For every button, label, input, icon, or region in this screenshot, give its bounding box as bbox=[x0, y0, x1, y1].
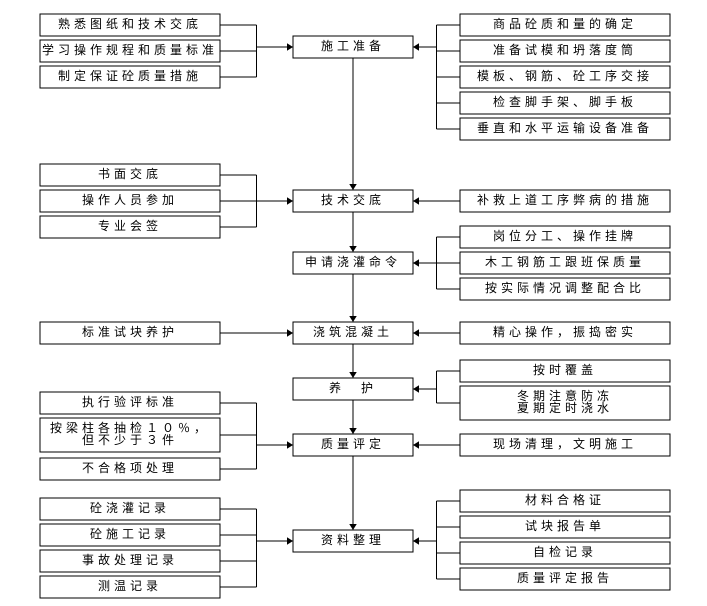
flowchart: 施工准备技术交底申请浇灌命令浇筑混凝土养 护质量评定资料整理 熟悉图纸和技术交底学… bbox=[0, 0, 707, 606]
center-node-label: 施工准备 bbox=[321, 39, 385, 53]
side-node-label: 夏期定时浇水 bbox=[517, 400, 613, 415]
side-node-label: 精心操作，振捣密实 bbox=[493, 324, 637, 339]
side-node-label: 不合格项处理 bbox=[82, 460, 178, 475]
side-node-label: 检查脚手架、脚手板 bbox=[493, 94, 637, 109]
side-node-label: 按实际情况调整配合比 bbox=[485, 280, 645, 295]
side-node-label: 事故处理记录 bbox=[82, 552, 178, 567]
side-node-label: 补救上道工序弊病的措施 bbox=[477, 192, 653, 207]
center-node-label: 浇筑混凝土 bbox=[313, 324, 393, 339]
side-node-label: 现场清理，文明施工 bbox=[493, 436, 637, 451]
side-node-label: 岗位分工、操作挂牌 bbox=[493, 228, 637, 243]
side-node-label: 但不少于３件 bbox=[82, 433, 178, 447]
center-node-label: 养 护 bbox=[329, 380, 377, 395]
side-node-label: 质量评定报告 bbox=[517, 570, 613, 585]
side-node-label: 商品砼质和量的确定 bbox=[493, 16, 637, 31]
side-node-label: 测温记录 bbox=[98, 579, 162, 593]
center-node-label: 申请浇灌命令 bbox=[305, 254, 401, 269]
side-node-label: 垂直和水平运输设备准备 bbox=[477, 120, 653, 135]
center-node-label: 质量评定 bbox=[321, 436, 385, 451]
side-node-label: 模板、钢筋、砼工序交接 bbox=[477, 68, 653, 83]
side-node-label: 木工钢筋工跟班保质量 bbox=[485, 254, 645, 269]
side-node-label: 标准试块养护 bbox=[82, 324, 178, 339]
side-node-label: 按时覆盖 bbox=[533, 363, 597, 377]
side-node-label: 砼施工记录 bbox=[90, 527, 170, 541]
side-node-label: 准备试模和坍落度筒 bbox=[493, 42, 637, 57]
side-node-label: 书面交底 bbox=[98, 166, 162, 181]
side-node-label: 熟悉图纸和技术交底 bbox=[58, 16, 202, 31]
side-node-label: 操作人员参加 bbox=[82, 192, 178, 207]
side-node-label: 砼浇灌记录 bbox=[90, 501, 170, 515]
side-node-label: 专业会签 bbox=[98, 218, 162, 233]
side-node-label: 自检记录 bbox=[533, 544, 597, 559]
center-node-label: 技术交底 bbox=[321, 192, 385, 207]
side-node-label: 材料合格证 bbox=[525, 492, 605, 507]
side-node-label: 试块报告单 bbox=[525, 518, 605, 533]
side-node-label: 执行验评标准 bbox=[82, 394, 178, 409]
side-node-label: 制定保证砼质量措施 bbox=[58, 68, 202, 83]
center-node-label: 资料整理 bbox=[321, 532, 385, 547]
side-node-label: 学习操作规程和质量标准 bbox=[42, 42, 218, 57]
